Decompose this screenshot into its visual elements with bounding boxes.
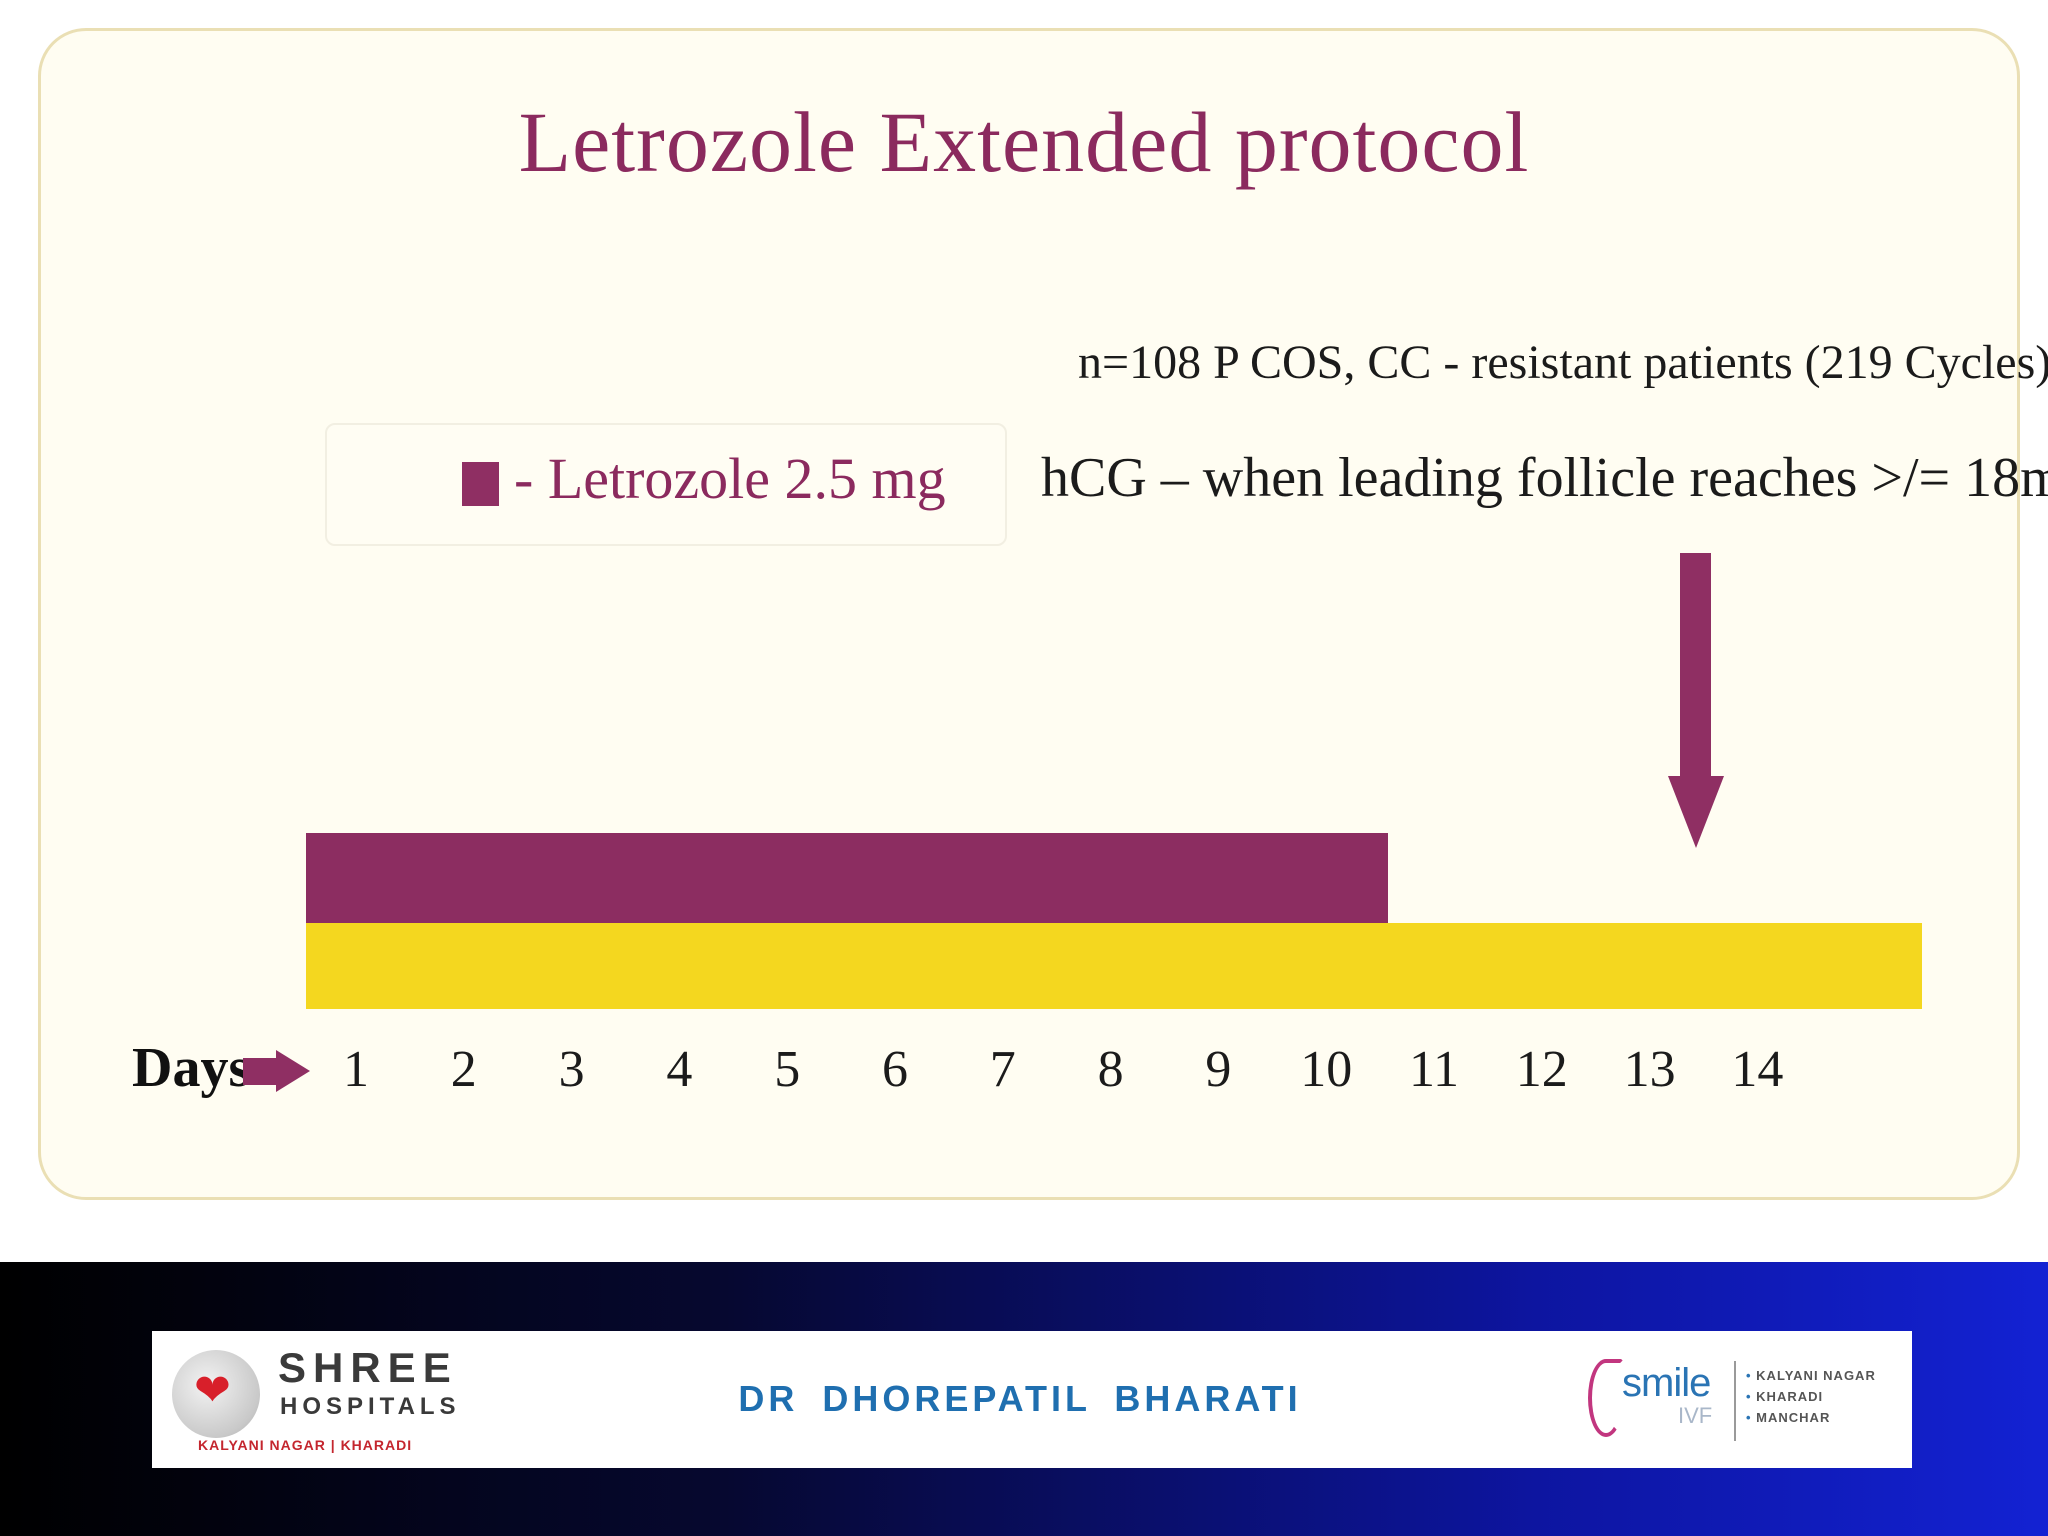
hcg-trigger-note: hCG – when leading follicle reaches >/= … xyxy=(1041,447,2048,509)
day-tick-label: 11 xyxy=(1408,1041,1460,1098)
logo-subtitle: HOSPITALS xyxy=(280,1393,461,1420)
logo-divider xyxy=(1734,1361,1736,1441)
clinic-location: KHARADI xyxy=(1746,1386,1876,1407)
logo-badge xyxy=(172,1350,260,1438)
day-tick-label: 10 xyxy=(1300,1041,1353,1098)
day-tick-label: 3 xyxy=(558,1041,585,1098)
day-tick-label: 14 xyxy=(1731,1041,1784,1098)
day-tick-label: 13 xyxy=(1623,1041,1676,1098)
legend-label: - Letrozole 2.5 mg xyxy=(514,446,946,511)
legend-box xyxy=(325,423,1007,546)
day-tick-label: 1 xyxy=(343,1041,369,1098)
smile-wordmark: smile xyxy=(1622,1361,1711,1405)
days-arrow-right-icon xyxy=(276,1050,310,1092)
day-tick-label: 8 xyxy=(1097,1041,1124,1098)
cycle-bar xyxy=(306,923,1922,1009)
hcg-arrow-down-icon xyxy=(1668,776,1724,848)
day-tick-label: 2 xyxy=(450,1041,477,1098)
slide-area: Letrozole Extended protocol n=108 P COS,… xyxy=(0,0,2048,1262)
heart-icon: ❤ xyxy=(194,1365,231,1416)
clinic-location: KALYANI NAGAR xyxy=(1746,1365,1876,1386)
swirl-icon xyxy=(1588,1359,1624,1437)
clinic-locations: KALYANI NAGAR KHARADI MANCHAR xyxy=(1746,1365,1876,1428)
logo-name: SHREE xyxy=(278,1344,458,1391)
day-tick-label: 12 xyxy=(1515,1041,1568,1098)
day-axis: 1 2 3 4 5 6 7 8 9 10 11 12 13 14 xyxy=(0,1040,2048,1110)
smile-ivf-logo: smile IVF KALYANI NAGAR KHARADI MANCHAR xyxy=(1588,1355,1898,1455)
letrozole-bar xyxy=(306,833,1388,923)
hcg-arrow-shaft xyxy=(1680,553,1711,778)
day-tick-label: 9 xyxy=(1205,1041,1232,1098)
study-note: n=108 P COS, CC - resistant patients (21… xyxy=(1078,336,2048,389)
slide-card xyxy=(38,28,2020,1200)
clinic-location: MANCHAR xyxy=(1746,1407,1876,1428)
day-tick-label: 7 xyxy=(989,1041,1016,1098)
ivf-wordmark: IVF xyxy=(1678,1403,1713,1428)
day-tick-label: 6 xyxy=(882,1041,908,1098)
doctor-name: DR DHOREPATIL BHARATI xyxy=(738,1378,1302,1419)
shree-hospitals-logo: ❤ SHREE HOSPITALS KALYANI NAGAR | KHARAD… xyxy=(172,1345,482,1457)
logo-locations: KALYANI NAGAR | KHARADI xyxy=(198,1437,413,1453)
day-tick-label: 4 xyxy=(666,1041,693,1098)
legend-swatch xyxy=(462,462,499,506)
days-arrow-shaft xyxy=(243,1058,276,1085)
day-tick-label: 5 xyxy=(774,1041,801,1098)
days-label: Days xyxy=(132,1037,251,1099)
slide-title: Letrozole Extended protocol xyxy=(518,94,1530,190)
